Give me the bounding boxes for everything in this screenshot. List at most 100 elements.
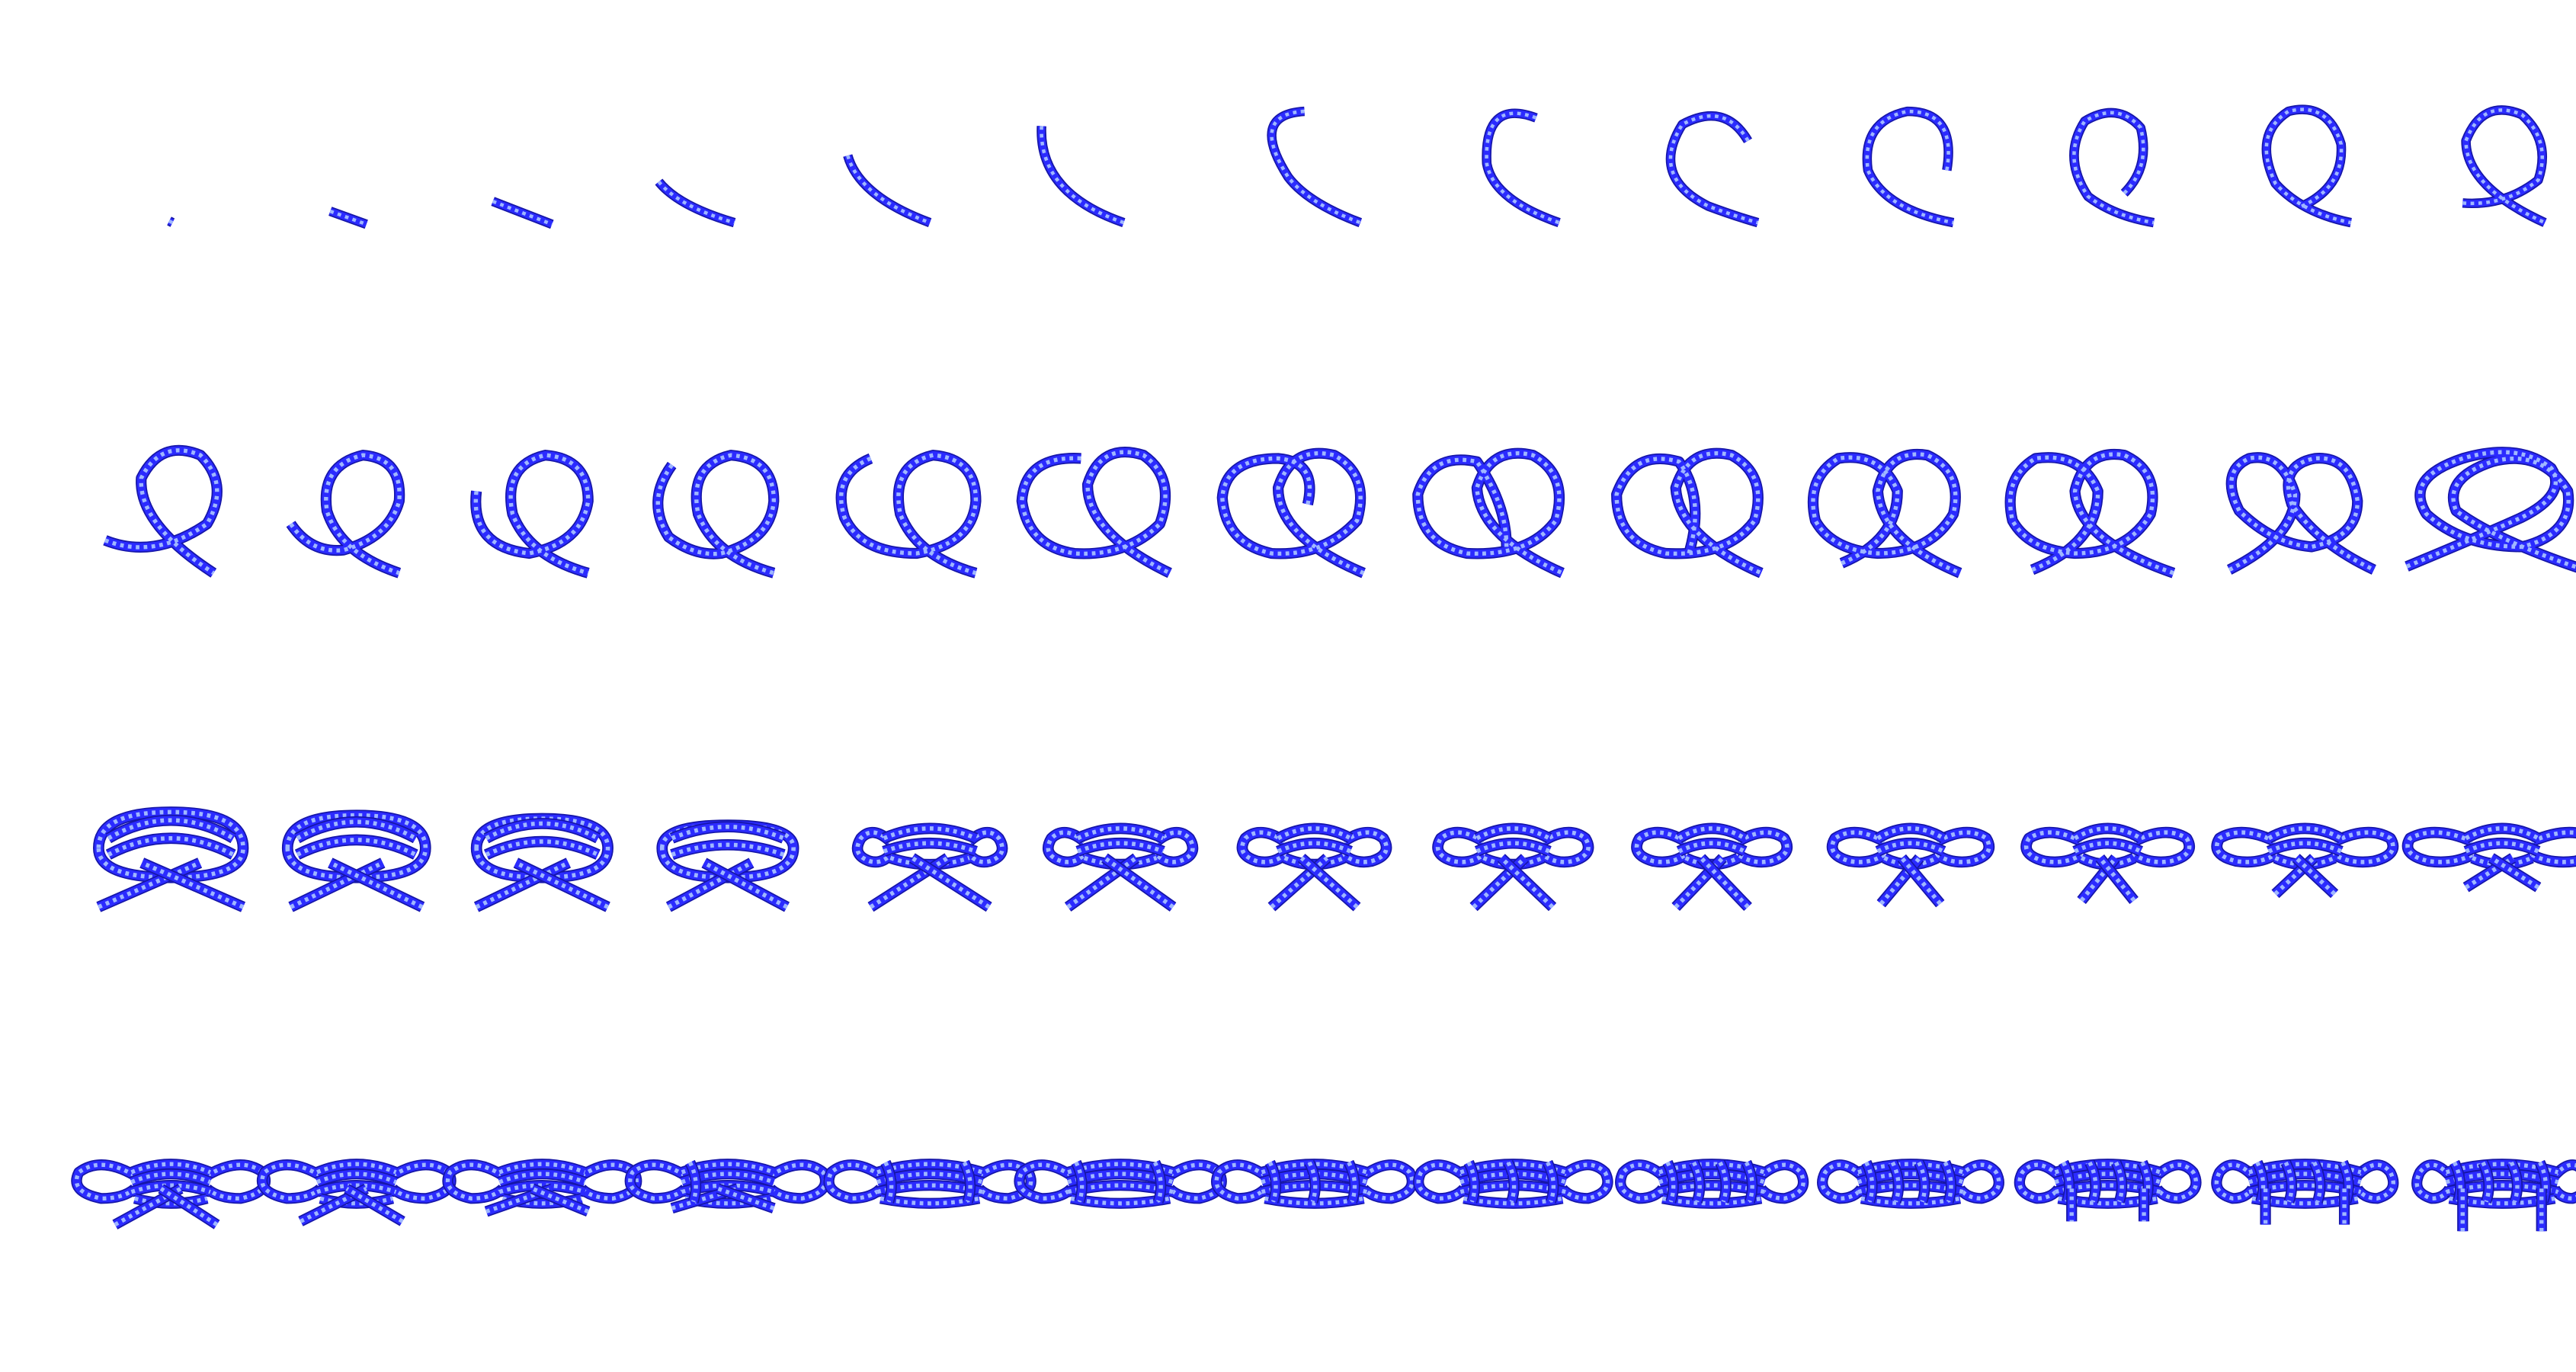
rope-segment (1016, 447, 1172, 579)
knot-frame-2 (328, 207, 368, 229)
knot-frame-3 (491, 197, 554, 229)
rope-segment (2211, 826, 2279, 868)
rope-segment (652, 450, 780, 579)
rope-segment (655, 178, 736, 228)
rope-segment (2405, 447, 2576, 573)
rope-segment (498, 1180, 587, 1197)
knot-frame-14 (103, 444, 223, 578)
rope-segment (1862, 106, 1955, 228)
knot-frame-36 (1826, 822, 1995, 908)
rope-segment (2211, 1159, 2257, 1204)
rope-segment (1676, 837, 1748, 857)
knot-frame-17 (652, 450, 780, 579)
rope-segment (1875, 837, 1946, 857)
rope-segment (843, 154, 932, 227)
rope-segment (93, 806, 249, 883)
rope-segment (103, 444, 223, 578)
knot-frame-12 (2261, 104, 2352, 228)
rope-segment (1344, 1159, 1360, 1204)
rope-segment (203, 1159, 271, 1204)
rope-segment (2506, 1159, 2523, 1204)
rope-segment (1817, 1159, 1866, 1204)
rope-segment (2084, 1159, 2101, 1204)
rope-segment (129, 1159, 213, 1178)
knot-frame-4 (655, 178, 736, 228)
rope-segment (851, 826, 895, 868)
knot-frame-50 (2014, 1159, 2202, 1222)
rope-segment (1412, 447, 1565, 579)
rope-segment (513, 858, 610, 912)
rope-segment (669, 821, 787, 844)
rope-segment (1474, 822, 1552, 844)
rope-segment (1676, 822, 1748, 844)
rope-segment (1101, 853, 1177, 912)
rope-segment (470, 450, 594, 579)
knot-frame-41 (256, 1159, 457, 1226)
rope-segment (2152, 1159, 2202, 1204)
knot-frame-37 (2020, 822, 2195, 904)
rope-segment (1887, 1159, 1905, 1204)
rope-segment (1264, 1159, 1282, 1204)
rope-segment (470, 813, 614, 883)
rope-segment (491, 197, 554, 229)
rope-segment (1631, 826, 1689, 868)
rope-segment (1611, 447, 1764, 579)
knot-frame-21 (1412, 447, 1565, 579)
rope-segment (965, 826, 1008, 868)
knot-frame-40 (71, 1159, 271, 1229)
rope-segment (2529, 826, 2576, 868)
rope-segment (880, 1159, 897, 1204)
rope-segment (105, 832, 236, 860)
rope-segment (483, 818, 601, 844)
rope-segment (1741, 1159, 1758, 1204)
rope-segment (882, 837, 978, 857)
rope-segment (96, 858, 203, 912)
rope-segment (2072, 837, 2144, 857)
knot-frame-23 (1807, 448, 1962, 579)
knot-frame-25 (2225, 452, 2376, 575)
rope-segment (129, 1168, 213, 1188)
knot-frame-32 (1043, 822, 1199, 912)
rope-segment (2095, 854, 2139, 904)
rope-segment (1340, 826, 1392, 868)
rope-segment (1807, 448, 1962, 579)
rope-segment (1662, 1159, 1679, 1204)
knot-frame-42 (442, 1159, 642, 1217)
knot-frame-38 (2211, 822, 2399, 899)
knot-frame-27 (93, 806, 249, 912)
rope-segment (665, 858, 755, 912)
knot-frame-9 (1665, 111, 1760, 228)
rope-segment (71, 1159, 139, 1204)
rope-segment (670, 839, 786, 861)
rope-segment (1043, 826, 1088, 868)
knot-frame-49 (1817, 1159, 2004, 1209)
rope-segment (473, 858, 572, 912)
rope-segment (2463, 822, 2541, 844)
rope-segment (1297, 854, 1361, 912)
rope-segment (835, 450, 982, 579)
rope-segment (1715, 1159, 1732, 1204)
knot-frame-26 (2405, 447, 2576, 573)
rope-segment (105, 814, 236, 844)
rope-segment (315, 1168, 399, 1188)
knot-frame-51 (2211, 1159, 2399, 1225)
rope-segment (328, 207, 368, 229)
rope-segment (2110, 1159, 2128, 1204)
rope-segment (167, 216, 175, 227)
rope-segment (294, 816, 418, 844)
knot-frame-20 (1216, 447, 1366, 579)
rope-segment (130, 1180, 213, 1197)
rope-segment (1211, 1159, 1270, 1204)
rope-segment (1875, 822, 1946, 844)
rope-segment (1897, 854, 1945, 908)
knot-frame-39 (2401, 822, 2576, 893)
rope-segment (881, 822, 979, 844)
rope-segment (2478, 1159, 2494, 1204)
knot-frame-5 (843, 154, 932, 227)
rope-segment (1539, 826, 1594, 868)
rope-segment (294, 834, 418, 860)
rope-segment (1359, 1159, 1418, 1204)
rope-segment (2225, 452, 2376, 575)
rope-segment (2353, 1159, 2399, 1204)
